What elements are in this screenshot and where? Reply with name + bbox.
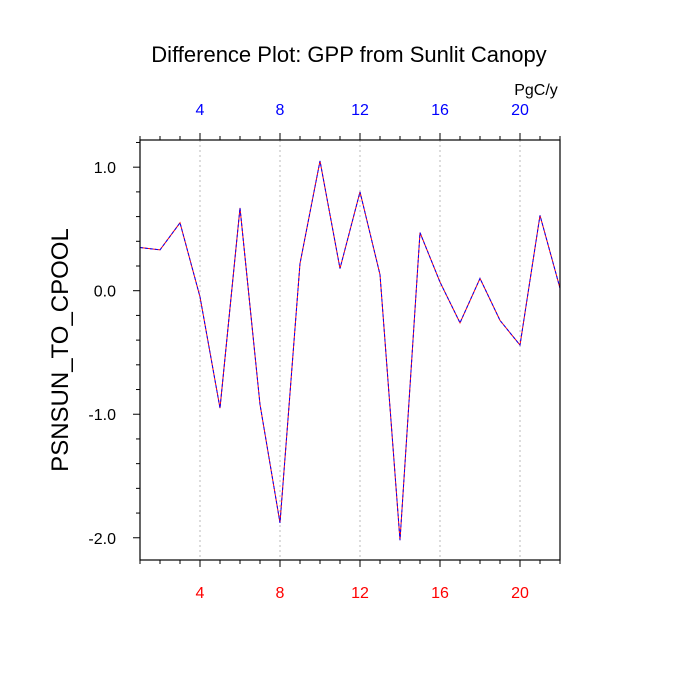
y-tick-label: 0.0 xyxy=(94,284,116,301)
y-tick-label: 1.0 xyxy=(94,160,116,177)
series-line-red xyxy=(139,160,561,541)
x-tick-label-bottom: 20 xyxy=(511,585,529,602)
x-tick-label-top: 20 xyxy=(511,102,529,119)
chart-title: Difference Plot: GPP from Sunlit Canopy xyxy=(151,42,546,67)
x-tick-label-top: 16 xyxy=(431,102,449,119)
series-line-blue-dashed xyxy=(139,160,561,541)
grid-layer xyxy=(199,140,521,560)
x-tick-label-bottom: 4 xyxy=(196,585,205,602)
y-axis-label: PSNSUN_TO_CPOOL xyxy=(47,228,74,472)
x-tick-label-bottom: 16 xyxy=(431,585,449,602)
x-tick-label-bottom: 8 xyxy=(276,585,285,602)
top-axis-units: PgC/y xyxy=(514,82,558,99)
x-tick-label-top: 4 xyxy=(196,102,205,119)
x-tick-label-top: 8 xyxy=(276,102,285,119)
plot-frame xyxy=(139,139,561,561)
x-tick-label-bottom: 12 xyxy=(351,585,369,602)
series-layer xyxy=(139,160,561,541)
axis-layer: 4 4 8 8 12 12 16 16 20 20 1.0 0.0 -1.0 -2.0 xyxy=(88,102,561,602)
y-tick-label: -1.0 xyxy=(88,407,116,424)
y-tick-label: -2.0 xyxy=(88,531,116,548)
x-tick-label-top: 12 xyxy=(351,102,369,119)
